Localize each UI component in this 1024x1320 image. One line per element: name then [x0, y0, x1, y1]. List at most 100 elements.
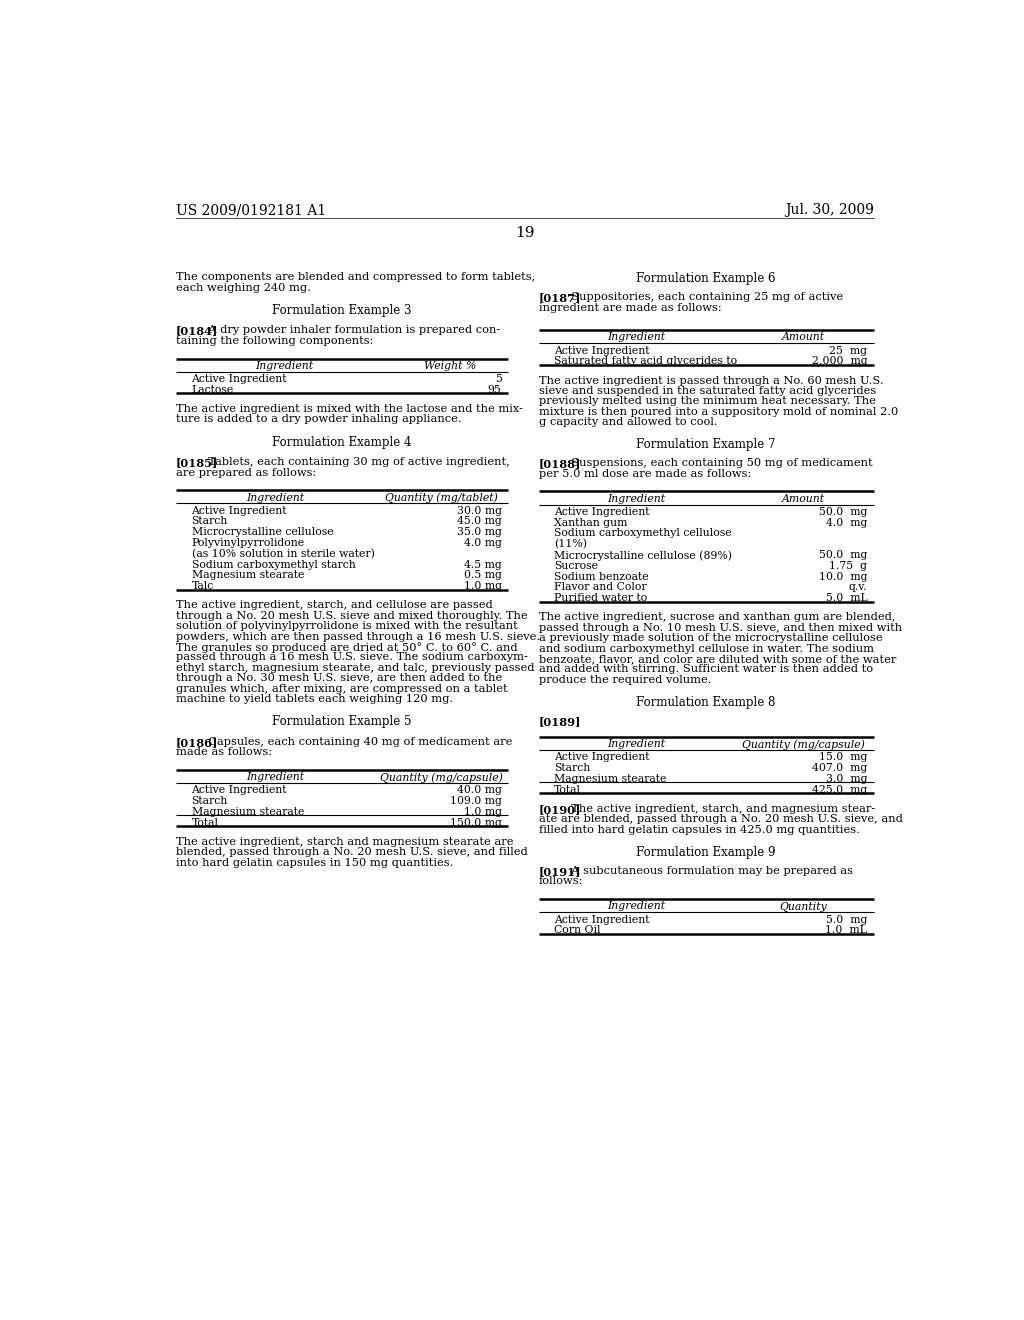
Text: 1.0  mL: 1.0 mL — [825, 925, 867, 936]
Text: 425.0  mg: 425.0 mg — [812, 785, 867, 795]
Text: Purified water to: Purified water to — [554, 593, 647, 603]
Text: and added with stirring. Sufficient water is then added to: and added with stirring. Sufficient wate… — [539, 664, 872, 675]
Text: Capsules, each containing 40 mg of medicament are: Capsules, each containing 40 mg of medic… — [201, 737, 512, 747]
Text: Quantity (mg/capsule): Quantity (mg/capsule) — [741, 739, 864, 750]
Text: 25  mg: 25 mg — [829, 346, 867, 355]
Text: Formulation Example 8: Formulation Example 8 — [637, 696, 776, 709]
Text: are prepared as follows:: are prepared as follows: — [176, 467, 316, 478]
Text: Quantity: Quantity — [779, 902, 827, 912]
Text: Formulation Example 4: Formulation Example 4 — [272, 436, 412, 449]
Text: Formulation Example 5: Formulation Example 5 — [272, 715, 412, 729]
Text: Active Ingredient: Active Ingredient — [191, 785, 287, 795]
Text: Talc: Talc — [191, 581, 214, 591]
Text: powders, which are then passed through a 16 mesh U.S. sieve.: powders, which are then passed through a… — [176, 631, 541, 642]
Text: 4.0  mg: 4.0 mg — [826, 517, 867, 528]
Text: ethyl starch, magnesium stearate, and talc, previously passed: ethyl starch, magnesium stearate, and ta… — [176, 663, 535, 673]
Text: a previously made solution of the microcrystalline cellulose: a previously made solution of the microc… — [539, 634, 883, 643]
Text: passed through a No. 10 mesh U.S. sieve, and then mixed with: passed through a No. 10 mesh U.S. sieve,… — [539, 623, 902, 632]
Text: taining the following components:: taining the following components: — [176, 335, 374, 346]
Text: The active ingredient is passed through a No. 60 mesh U.S.: The active ingredient is passed through … — [539, 376, 884, 385]
Text: Ingredient: Ingredient — [607, 333, 665, 342]
Text: Sodium benzoate: Sodium benzoate — [554, 572, 649, 582]
Text: Active Ingredient: Active Ingredient — [554, 752, 650, 763]
Text: 1.0 mg: 1.0 mg — [464, 807, 502, 817]
Text: ture is added to a dry powder inhaling appliance.: ture is added to a dry powder inhaling a… — [176, 414, 462, 425]
Text: Tablets, each containing 30 mg of active ingredient,: Tablets, each containing 30 mg of active… — [201, 457, 510, 467]
Text: 150.0 mg: 150.0 mg — [450, 817, 502, 828]
Text: 35.0 mg: 35.0 mg — [457, 527, 502, 537]
Text: Active Ingredient: Active Ingredient — [554, 346, 650, 355]
Text: 15.0  mg: 15.0 mg — [819, 752, 867, 763]
Text: The granules so produced are dried at 50° C. to 60° C. and: The granules so produced are dried at 50… — [176, 642, 518, 653]
Text: A dry powder inhaler formulation is prepared con-: A dry powder inhaler formulation is prep… — [201, 326, 500, 335]
Text: 50.0  mg: 50.0 mg — [819, 550, 867, 560]
Text: Formulation Example 7: Formulation Example 7 — [636, 438, 776, 451]
Text: 1.75  g: 1.75 g — [829, 561, 867, 570]
Text: Microcrystalline cellulose (89%): Microcrystalline cellulose (89%) — [554, 550, 732, 561]
Text: Active Ingredient: Active Ingredient — [191, 506, 287, 516]
Text: Suppositories, each containing 25 mg of active: Suppositories, each containing 25 mg of … — [563, 293, 843, 302]
Text: 109.0 mg: 109.0 mg — [450, 796, 502, 807]
Text: (as 10% solution in sterile water): (as 10% solution in sterile water) — [191, 549, 375, 560]
Text: Sucrose: Sucrose — [554, 561, 598, 570]
Text: Ingredient: Ingredient — [607, 494, 665, 504]
Text: Starch: Starch — [191, 796, 227, 807]
Text: ate are blended, passed through a No. 20 mesh U.S. sieve, and: ate are blended, passed through a No. 20… — [539, 814, 902, 825]
Text: The components are blended and compressed to form tablets,: The components are blended and compresse… — [176, 272, 536, 282]
Text: q.v.: q.v. — [849, 582, 867, 593]
Text: 5.0  mg: 5.0 mg — [826, 915, 867, 924]
Text: [0184]: [0184] — [176, 326, 218, 337]
Text: 5.0  mL: 5.0 mL — [825, 593, 867, 603]
Text: Microcrystalline cellulose: Microcrystalline cellulose — [191, 527, 333, 537]
Text: US 2009/0192181 A1: US 2009/0192181 A1 — [176, 203, 327, 216]
Text: mixture is then poured into a suppository mold of nominal 2.0: mixture is then poured into a suppositor… — [539, 407, 898, 417]
Text: follows:: follows: — [539, 876, 583, 887]
Text: and sodium carboxymethyl cellulose in water. The sodium: and sodium carboxymethyl cellulose in wa… — [539, 644, 873, 653]
Text: Magnesium stearate: Magnesium stearate — [554, 774, 667, 784]
Text: Sodium carboxymethyl cellulose: Sodium carboxymethyl cellulose — [554, 528, 732, 539]
Text: per 5.0 ml dose are made as follows:: per 5.0 ml dose are made as follows: — [539, 469, 751, 479]
Text: g capacity and allowed to cool.: g capacity and allowed to cool. — [539, 417, 718, 428]
Text: The active ingredient, sucrose and xanthan gum are blended,: The active ingredient, sucrose and xanth… — [539, 612, 895, 622]
Text: Ingredient: Ingredient — [607, 739, 665, 750]
Text: [0186]: [0186] — [176, 737, 218, 747]
Text: Saturated fatty acid glycerides to: Saturated fatty acid glycerides to — [554, 356, 737, 366]
Text: A subcutaneous formulation may be prepared as: A subcutaneous formulation may be prepar… — [563, 866, 853, 876]
Text: Sodium carboxymethyl starch: Sodium carboxymethyl starch — [191, 560, 355, 569]
Text: through a No. 30 mesh U.S. sieve, are then added to the: through a No. 30 mesh U.S. sieve, are th… — [176, 673, 503, 684]
Text: filled into hard gelatin capsules in 425.0 mg quantities.: filled into hard gelatin capsules in 425… — [539, 825, 859, 834]
Text: 3.0  mg: 3.0 mg — [825, 774, 867, 784]
Text: The active ingredient is mixed with the lactose and the mix-: The active ingredient is mixed with the … — [176, 404, 523, 414]
Text: Starch: Starch — [191, 516, 227, 527]
Text: 5: 5 — [495, 374, 502, 384]
Text: made as follows:: made as follows: — [176, 747, 272, 758]
Text: [0185]: [0185] — [176, 457, 218, 469]
Text: 2,000  mg: 2,000 mg — [812, 356, 867, 366]
Text: The active ingredient, starch, and magnesium stear-: The active ingredient, starch, and magne… — [563, 804, 874, 814]
Text: 19: 19 — [515, 226, 535, 240]
Text: Ingredient: Ingredient — [247, 492, 304, 503]
Text: 1.0 mg: 1.0 mg — [464, 581, 502, 591]
Text: The active ingredient, starch and magnesium stearate are: The active ingredient, starch and magnes… — [176, 837, 514, 846]
Text: benzoate, flavor, and color are diluted with some of the water: benzoate, flavor, and color are diluted … — [539, 653, 896, 664]
Text: 10.0  mg: 10.0 mg — [819, 572, 867, 582]
Text: Active Ingredient: Active Ingredient — [554, 915, 650, 924]
Text: Quantity (mg/tablet): Quantity (mg/tablet) — [385, 492, 498, 503]
Text: [0190]: [0190] — [539, 804, 582, 814]
Text: Jul. 30, 2009: Jul. 30, 2009 — [784, 203, 873, 216]
Text: Active Ingredient: Active Ingredient — [554, 507, 650, 517]
Text: machine to yield tablets each weighing 120 mg.: machine to yield tablets each weighing 1… — [176, 694, 454, 704]
Text: 0.5 mg: 0.5 mg — [464, 570, 502, 581]
Text: Ingredient: Ingredient — [607, 902, 665, 911]
Text: 50.0  mg: 50.0 mg — [819, 507, 867, 517]
Text: 4.0 mg: 4.0 mg — [464, 539, 502, 548]
Text: Weight %: Weight % — [424, 360, 476, 371]
Text: previously melted using the minimum heat necessary. The: previously melted using the minimum heat… — [539, 396, 876, 407]
Text: Quantity (mg/capsule): Quantity (mg/capsule) — [380, 772, 503, 783]
Text: Magnesium stearate: Magnesium stearate — [191, 807, 304, 817]
Text: Ingredient: Ingredient — [255, 360, 313, 371]
Text: each weighing 240 mg.: each weighing 240 mg. — [176, 282, 311, 293]
Text: [0188]: [0188] — [539, 458, 582, 470]
Text: 95: 95 — [487, 385, 502, 395]
Text: The active ingredient, starch, and cellulose are passed: The active ingredient, starch, and cellu… — [176, 601, 493, 610]
